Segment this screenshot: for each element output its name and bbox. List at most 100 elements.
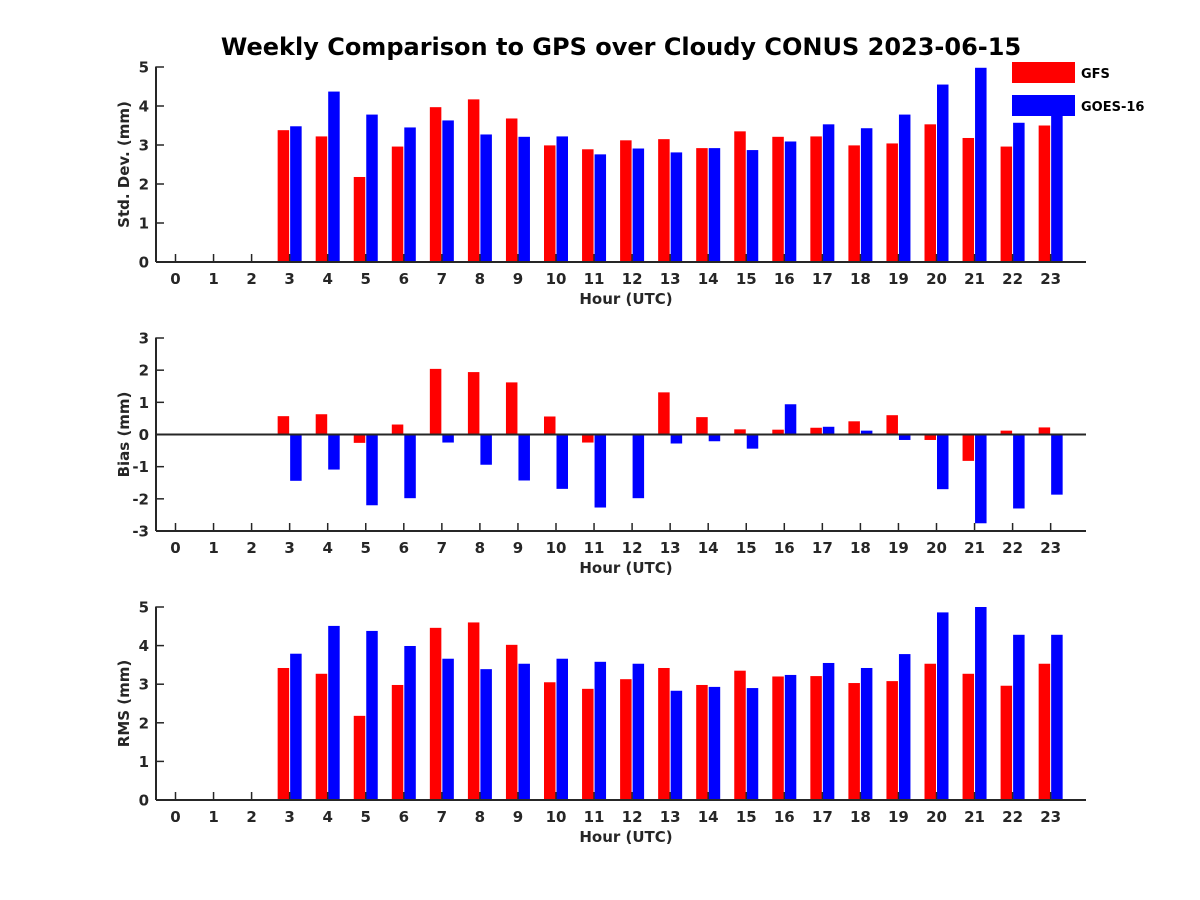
x-tick-label: 12 (622, 270, 643, 288)
y-tick-label: 2 (139, 362, 149, 380)
bar-gfs-hour-3 (277, 416, 290, 435)
x-tick-label: 7 (437, 270, 447, 288)
x-tick-label: 18 (850, 270, 871, 288)
bar-goes-16-hour-4 (328, 625, 340, 800)
bar-gfs-hour-23 (1038, 663, 1051, 800)
bar-goes-16-hour-12 (632, 663, 645, 800)
legend: GFS GOES-16 (1012, 62, 1144, 116)
x-tick-label: 19 (888, 539, 909, 557)
bar-goes-16-hour-3 (290, 653, 302, 800)
y-tick-label: 3 (139, 676, 149, 694)
bar-goes-16-hour-6 (404, 434, 416, 499)
bar-goes-16-hour-22 (1013, 634, 1025, 800)
bar-goes-16-hour-20 (937, 84, 949, 262)
x-tick-label: 8 (475, 539, 485, 557)
bar-gfs-hour-14 (696, 148, 708, 262)
bar-gfs-hour-5 (353, 176, 366, 262)
bar-goes-16-hour-8 (480, 434, 492, 465)
bar-goes-16-hour-10 (556, 434, 568, 489)
bar-goes-16-hour-5 (366, 630, 378, 800)
x-tick-label: 14 (698, 539, 719, 557)
x-tick-label: 15 (736, 539, 757, 557)
bar-gfs-hour-19 (886, 415, 898, 435)
x-tick-label: 17 (812, 808, 833, 826)
bar-gfs-hour-23 (1038, 125, 1051, 262)
x-tick-label: 10 (546, 808, 567, 826)
y-tick-label: -2 (132, 490, 149, 508)
x-tick-label: 3 (284, 539, 294, 557)
bar-gfs-hour-17 (810, 136, 822, 262)
bar-goes-16-hour-19 (898, 434, 911, 440)
x-axis-label: Hour (UTC) (579, 559, 672, 577)
x-tick-label: 11 (584, 270, 605, 288)
bar-goes-16-hour-17 (822, 662, 835, 800)
bar-goes-16-hour-20 (937, 612, 949, 800)
x-tick-label: 16 (774, 539, 795, 557)
bar-gfs-hour-7 (429, 107, 442, 262)
bar-goes-16-hour-18 (860, 667, 873, 800)
x-tick-label: 5 (361, 270, 371, 288)
bar-goes-16-hour-5 (366, 114, 378, 262)
x-tick-label: 18 (850, 808, 871, 826)
y-tick-label: 1 (139, 394, 149, 412)
bar-goes-16-hour-11 (594, 434, 607, 508)
y-tick-label: 0 (139, 792, 149, 810)
figure-title: Weekly Comparison to GPS over Cloudy CON… (221, 33, 1021, 61)
bar-goes-16-hour-21 (975, 434, 987, 524)
x-axis-label: Hour (UTC) (579, 828, 672, 846)
x-tick-label: 6 (399, 539, 409, 557)
legend-label-goes-16: GOES-16 (1081, 100, 1144, 115)
bar-goes-16-hour-13 (670, 152, 683, 262)
y-axis-label: Bias (mm) (115, 392, 133, 478)
x-tick-label: 20 (926, 539, 947, 557)
bar-goes-16-hour-22 (1013, 122, 1025, 263)
legend-swatch-goes-16 (1012, 95, 1075, 116)
bar-goes-16-hour-14 (708, 434, 721, 442)
y-tick-label: 3 (139, 330, 149, 348)
bar-gfs-hour-19 (886, 143, 898, 262)
x-tick-label: 17 (812, 539, 833, 557)
bar-goes-16-hour-7 (442, 120, 454, 263)
bar-gfs-hour-8 (467, 622, 480, 800)
x-tick-label: 5 (361, 539, 371, 557)
bar-goes-16-hour-6 (404, 645, 416, 800)
x-tick-label: 2 (246, 808, 256, 826)
y-tick-label: -1 (132, 458, 149, 476)
bar-goes-16-hour-3 (290, 126, 302, 262)
bar-goes-16-hour-16 (784, 674, 797, 800)
x-tick-label: 8 (475, 270, 485, 288)
x-tick-label: 11 (584, 808, 605, 826)
x-tick-label: 8 (475, 808, 485, 826)
bar-goes-16-hour-18 (860, 128, 873, 262)
x-tick-label: 13 (660, 270, 681, 288)
x-tick-label: 0 (170, 539, 180, 557)
bar-goes-16-hour-19 (898, 654, 911, 800)
x-tick-label: 4 (322, 539, 332, 557)
bar-goes-16-hour-3 (290, 434, 302, 481)
x-tick-label: 3 (284, 808, 294, 826)
bar-goes-16-hour-16 (784, 141, 797, 262)
bar-gfs-hour-15 (734, 429, 746, 435)
bar-gfs-hour-13 (658, 139, 670, 262)
bar-gfs-hour-10 (544, 145, 556, 262)
bar-goes-16-hour-9 (518, 663, 530, 800)
x-axis-label: Hour (UTC) (579, 290, 672, 308)
bar-gfs-hour-20 (924, 124, 936, 262)
x-tick-label: 9 (513, 539, 523, 557)
bar-gfs-hour-7 (429, 368, 442, 435)
bar-gfs-hour-18 (848, 145, 860, 262)
bar-goes-16-hour-16 (784, 404, 797, 435)
x-tick-label: 12 (622, 808, 643, 826)
bar-goes-16-hour-11 (594, 661, 607, 800)
bar-goes-16-hour-12 (632, 434, 645, 499)
bar-gfs-hour-18 (848, 421, 860, 435)
bar-gfs-hour-6 (391, 146, 404, 262)
x-tick-label: 4 (322, 270, 332, 288)
bar-gfs-hour-5 (353, 715, 366, 800)
x-tick-label: 5 (361, 808, 371, 826)
bar-goes-16-hour-7 (442, 658, 454, 800)
